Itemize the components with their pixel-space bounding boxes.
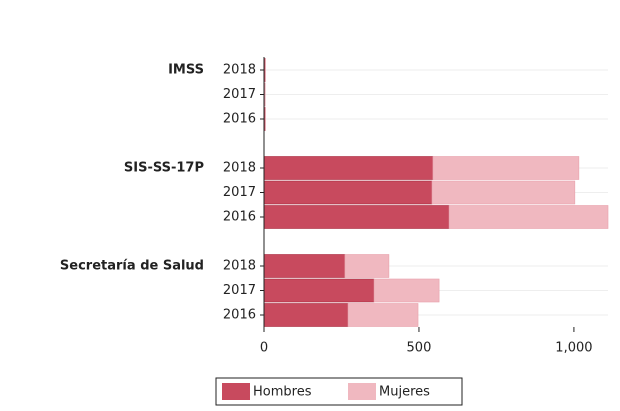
y-tick-label: 2018: [223, 259, 256, 274]
legend-label: Mujeres: [379, 385, 430, 400]
x-tick-label: 1,000: [555, 341, 592, 356]
bar: [348, 304, 418, 327]
legend-swatch: [348, 383, 376, 400]
group-label: SIS-SS-17P: [124, 161, 204, 176]
legend-swatch: [222, 383, 250, 400]
bar: [374, 279, 439, 302]
y-tick-label: 2018: [223, 63, 256, 78]
bar: [433, 157, 579, 180]
bar: [432, 181, 575, 204]
group-label: Secretaría de Salud: [60, 259, 204, 274]
bar: [264, 181, 432, 204]
x-tick-label: 500: [407, 341, 432, 356]
bar: [449, 206, 608, 229]
y-tick-label: 2016: [223, 112, 256, 127]
legend-label: Hombres: [253, 385, 312, 400]
y-tick-label: 2016: [223, 308, 256, 323]
bar: [345, 255, 389, 278]
y-tick-label: 2017: [223, 87, 256, 102]
bar: [264, 255, 345, 278]
x-tick-label: 0: [260, 341, 268, 356]
bar: [264, 157, 433, 180]
y-tick-label: 2017: [223, 185, 256, 200]
bar: [264, 206, 449, 229]
bar: [264, 279, 374, 302]
y-tick-label: 2016: [223, 210, 256, 225]
group-label: IMSS: [168, 63, 204, 78]
bar: [264, 304, 348, 327]
y-tick-label: 2017: [223, 283, 256, 298]
y-tick-label: 2018: [223, 161, 256, 176]
